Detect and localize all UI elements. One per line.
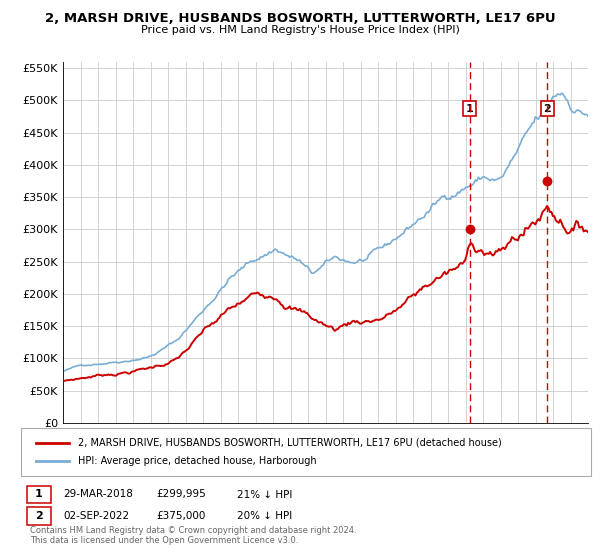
Text: Contains HM Land Registry data © Crown copyright and database right 2024.
This d: Contains HM Land Registry data © Crown c… [30,526,356,545]
Text: Price paid vs. HM Land Registry's House Price Index (HPI): Price paid vs. HM Land Registry's House … [140,25,460,35]
Text: 2, MARSH DRIVE, HUSBANDS BOSWORTH, LUTTERWORTH, LE17 6PU (detached house): 2, MARSH DRIVE, HUSBANDS BOSWORTH, LUTTE… [78,438,502,448]
Text: 29-MAR-2018: 29-MAR-2018 [63,489,133,500]
Point [465,225,475,234]
Text: 21% ↓ HPI: 21% ↓ HPI [237,489,292,500]
Text: 2: 2 [35,511,43,521]
Text: 02-SEP-2022: 02-SEP-2022 [63,511,129,521]
Text: 2, MARSH DRIVE, HUSBANDS BOSWORTH, LUTTERWORTH, LE17 6PU: 2, MARSH DRIVE, HUSBANDS BOSWORTH, LUTTE… [44,12,556,25]
Text: HPI: Average price, detached house, Harborough: HPI: Average price, detached house, Harb… [78,456,317,466]
Text: 2: 2 [544,104,551,114]
Text: £375,000: £375,000 [156,511,205,521]
Text: 1: 1 [466,104,473,114]
Point [542,176,552,185]
Text: 1: 1 [35,489,43,500]
Text: 20% ↓ HPI: 20% ↓ HPI [237,511,292,521]
Text: £299,995: £299,995 [156,489,206,500]
